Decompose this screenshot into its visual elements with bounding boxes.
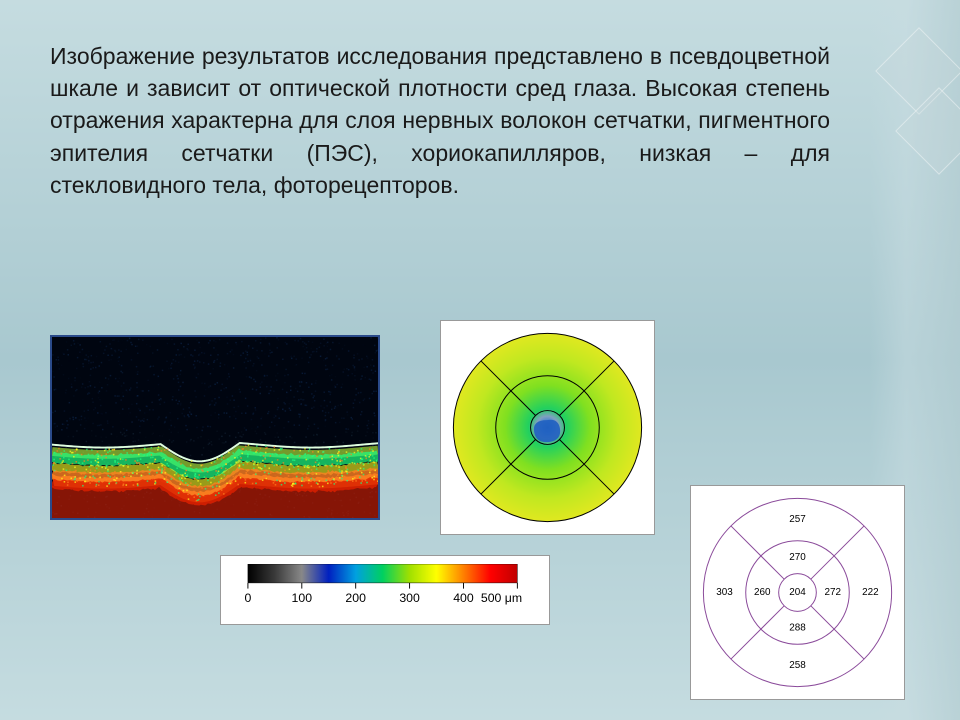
svg-text:200: 200 [345, 591, 366, 605]
svg-text:303: 303 [716, 587, 733, 598]
svg-text:222: 222 [862, 587, 879, 598]
topography-map [440, 320, 655, 535]
main-paragraph: Изображение результатов исследования пре… [50, 40, 830, 201]
svg-text:0: 0 [244, 591, 251, 605]
svg-text:204: 204 [789, 587, 806, 598]
thickness-sectors: 204 270 288 260 272 257 258 303 222 [690, 485, 905, 700]
svg-text:500 μm: 500 μm [481, 591, 522, 605]
svg-text:288: 288 [789, 622, 806, 633]
svg-text:270: 270 [789, 552, 806, 563]
svg-text:300: 300 [399, 591, 420, 605]
svg-text:272: 272 [825, 587, 842, 598]
oct-scan-image [50, 335, 380, 520]
svg-text:400: 400 [453, 591, 474, 605]
svg-text:257: 257 [789, 514, 806, 525]
svg-text:258: 258 [789, 660, 806, 671]
color-scale-bar: 0 100 200 300 400 500 μm [220, 555, 550, 625]
svg-text:100: 100 [292, 591, 313, 605]
image-panel: 0 100 200 300 400 500 μm 204 270 288 260 272 257 25… [50, 335, 920, 685]
svg-text:260: 260 [754, 587, 771, 598]
